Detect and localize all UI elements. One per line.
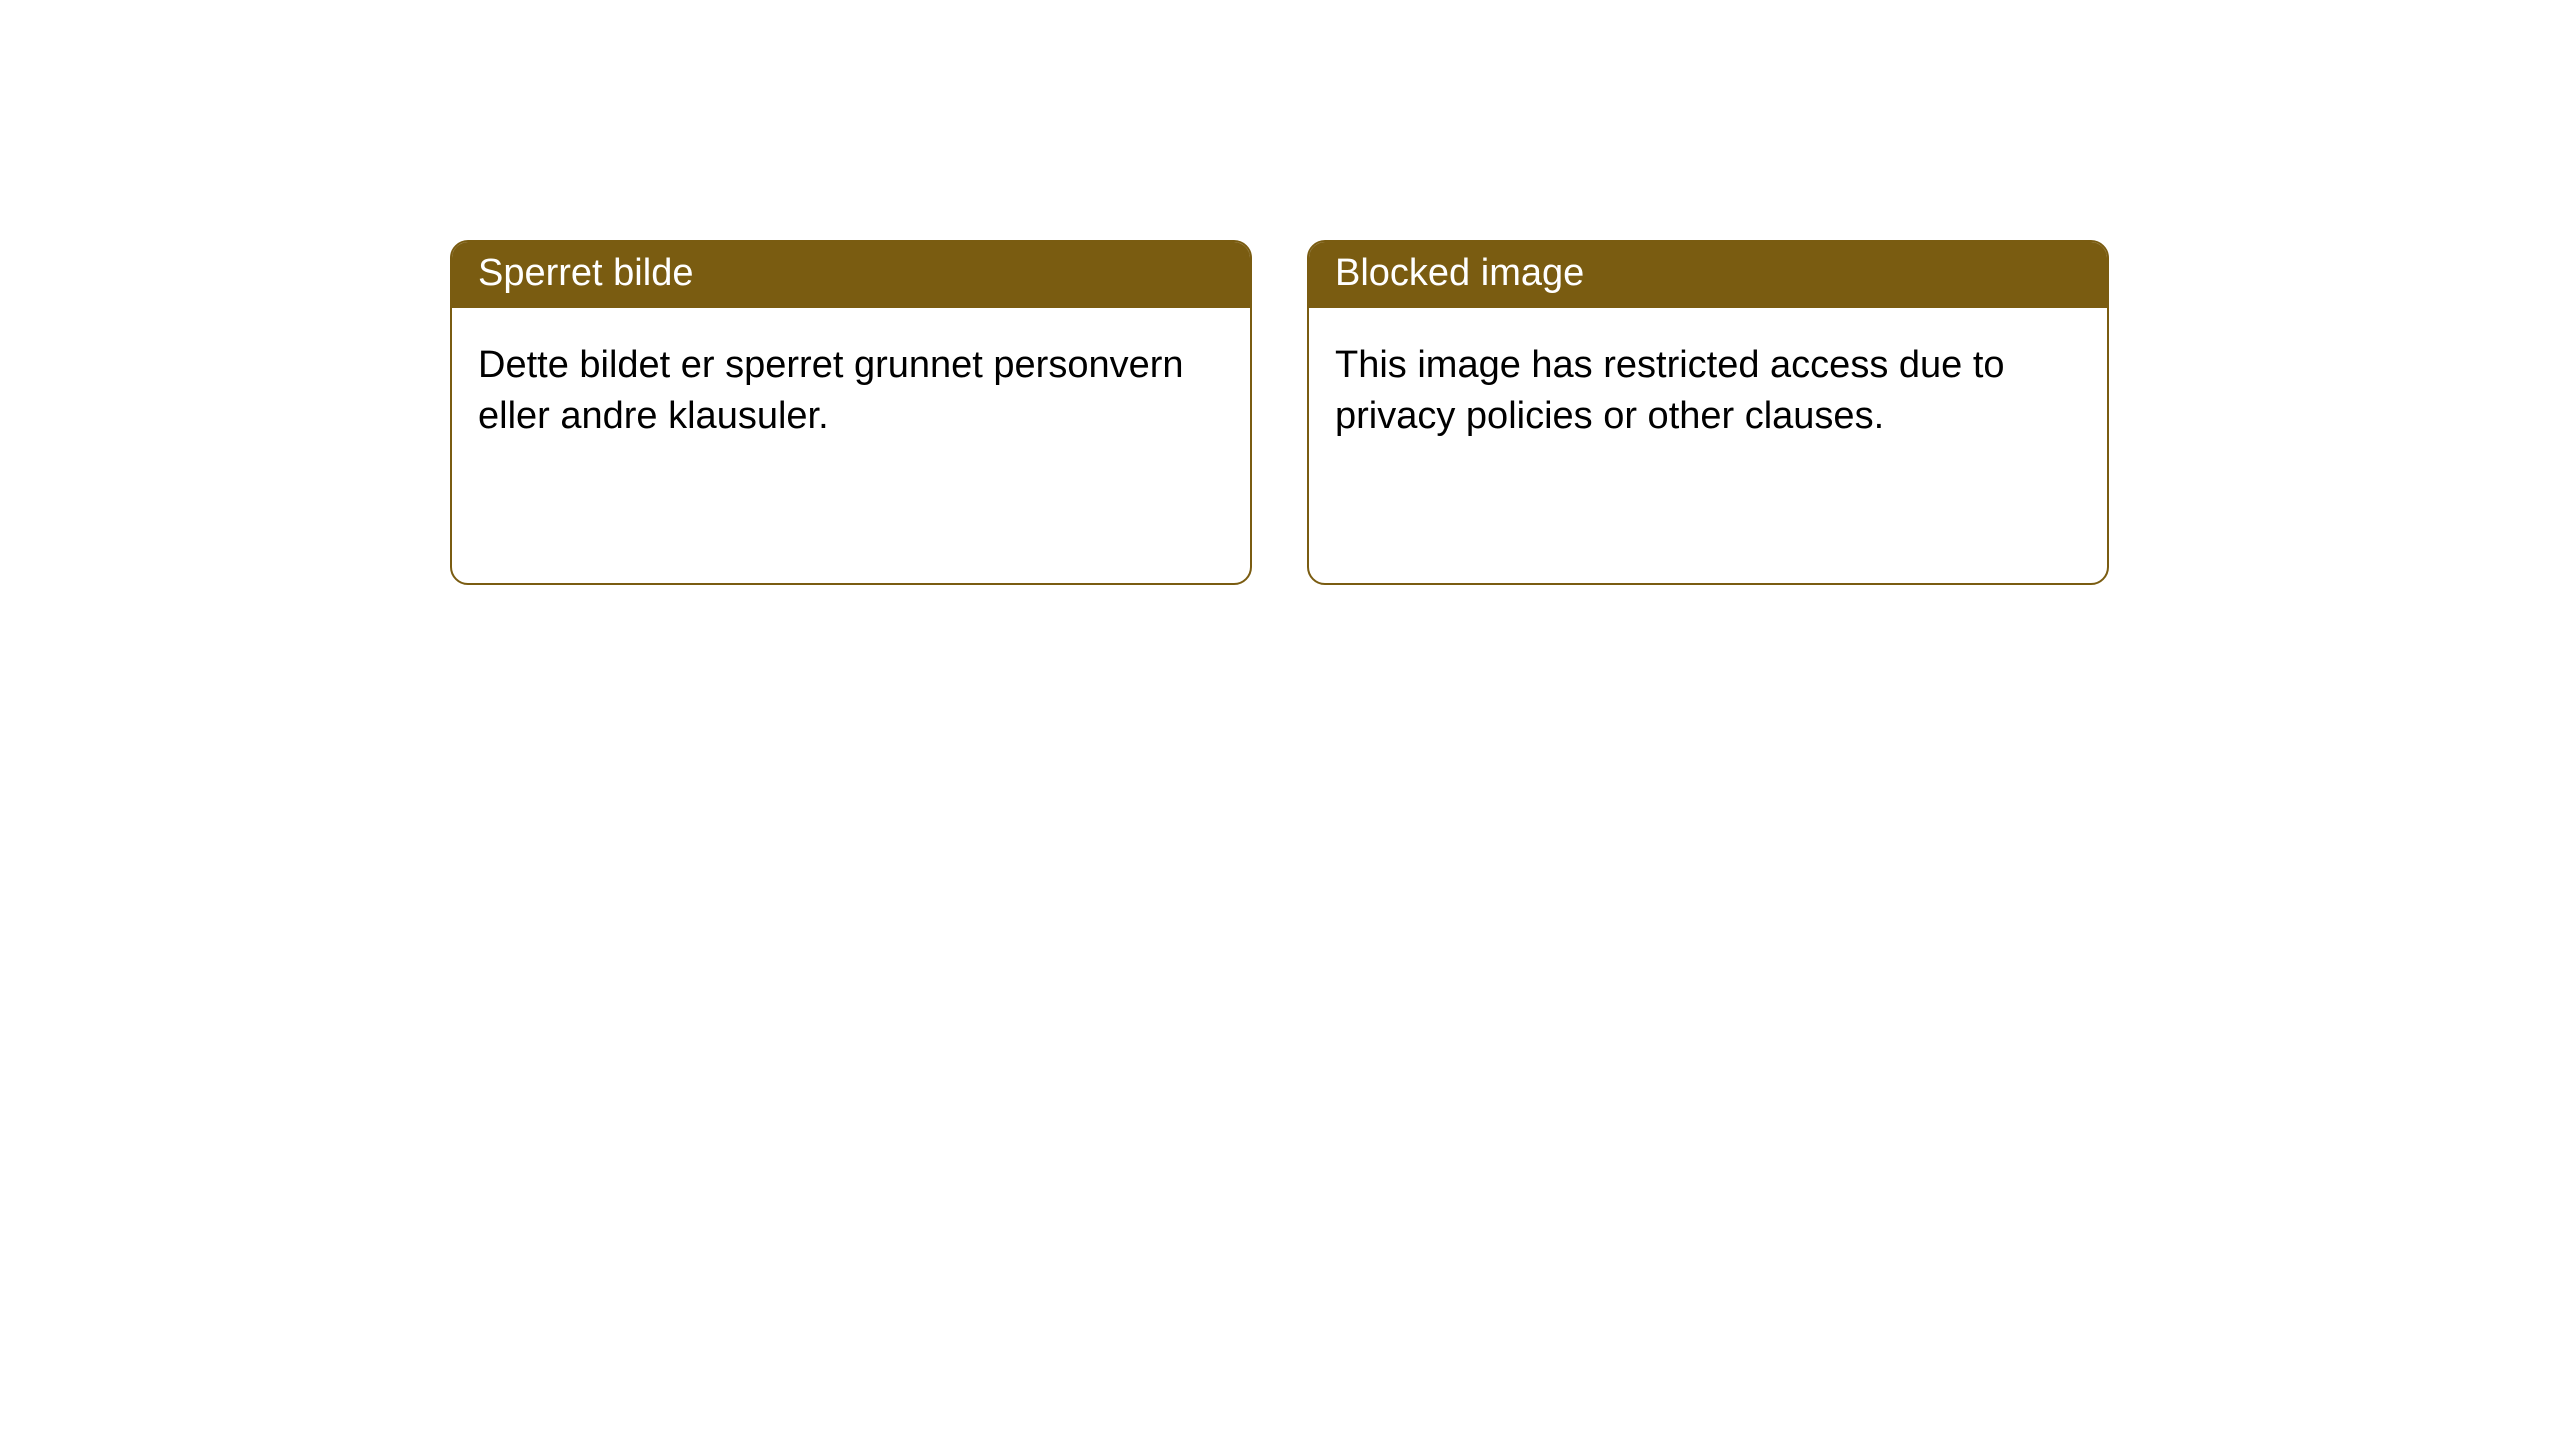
notice-card-norwegian: Sperret bilde Dette bildet er sperret gr… — [450, 240, 1252, 585]
notice-container: Sperret bilde Dette bildet er sperret gr… — [0, 0, 2560, 585]
notice-title: Blocked image — [1309, 242, 2107, 308]
notice-body: Dette bildet er sperret grunnet personve… — [452, 308, 1250, 583]
notice-body: This image has restricted access due to … — [1309, 308, 2107, 583]
notice-card-english: Blocked image This image has restricted … — [1307, 240, 2109, 585]
notice-title: Sperret bilde — [452, 242, 1250, 308]
